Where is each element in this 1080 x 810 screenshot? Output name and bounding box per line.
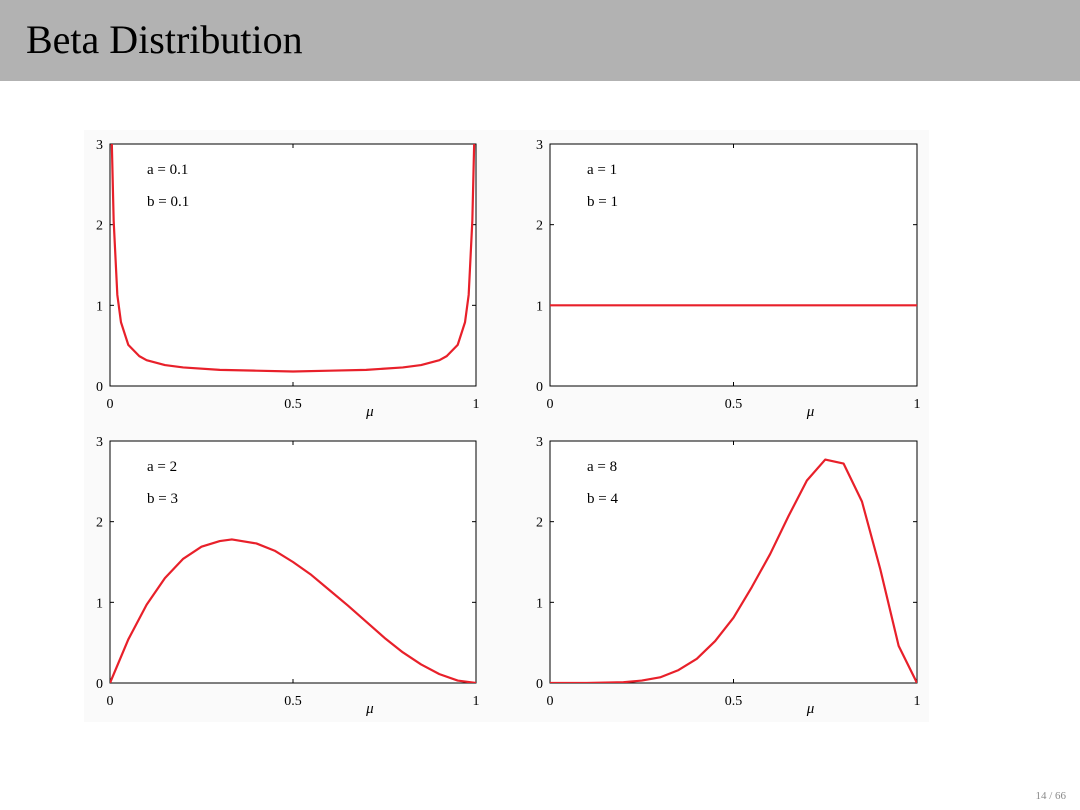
plot-frame (549, 440, 918, 684)
y-tick-label: 2 (536, 219, 543, 234)
y-tick-label: 2 (96, 219, 103, 234)
x-tick-label: 0 (547, 694, 554, 709)
y-tick-label: 1 (536, 299, 543, 314)
x-tick-label: 0 (107, 397, 114, 412)
beta-distribution-figure: 0 0.5 1 0 1 2 3 μ a = 0.1 b = 0.1 0 0.5 1 0 1 2 3 μ a = 1 b… (84, 130, 929, 722)
y-tick-label: 3 (536, 435, 543, 450)
param-b-label: b = 1 (587, 194, 618, 210)
x-axis-label: μ (365, 404, 374, 420)
plot-frame (549, 143, 918, 387)
chart-panel-1: 0 0.5 1 0 1 2 3 μ a = 0.1 b = 0.1 (96, 138, 480, 420)
x-tick-label: 0.5 (284, 694, 302, 709)
param-a-label: a = 1 (587, 162, 617, 178)
param-a-label: a = 0.1 (147, 162, 188, 178)
x-axis-label: μ (806, 404, 815, 420)
page-number: 14 / 66 (1035, 790, 1066, 802)
chart-panel-2: 0 0.5 1 0 1 2 3 μ a = 1 b = 1 (536, 138, 921, 420)
param-a-label: a = 2 (147, 459, 177, 475)
param-a-label: a = 8 (587, 459, 617, 475)
y-tick-label: 0 (96, 380, 103, 395)
param-b-label: b = 0.1 (147, 194, 189, 210)
y-tick-label: 1 (96, 299, 103, 314)
x-tick-label: 0.5 (284, 397, 302, 412)
chart-panel-4: 0 0.5 1 0 1 2 3 μ a = 8 b = 4 (536, 435, 921, 717)
x-tick-label: 1 (473, 397, 480, 412)
x-tick-label: 1 (914, 397, 921, 412)
beta-density-curve (110, 538, 476, 683)
chart-panel-3: 0 0.5 1 0 1 2 3 μ a = 2 b = 3 (96, 435, 480, 717)
y-tick-label: 0 (536, 380, 543, 395)
x-tick-label: 0.5 (725, 694, 743, 709)
plot-frame (109, 143, 477, 387)
param-b-label: b = 3 (147, 491, 178, 507)
x-tick-label: 0.5 (725, 397, 743, 412)
y-tick-label: 2 (96, 516, 103, 531)
slide-title-bar: Beta Distribution (0, 0, 1080, 81)
y-tick-label: 3 (536, 138, 543, 153)
x-tick-label: 0 (107, 694, 114, 709)
slide-title: Beta Distribution (26, 17, 303, 62)
beta-density-curve (550, 458, 917, 683)
y-tick-label: 3 (96, 435, 103, 450)
charts-svg: 0 0.5 1 0 1 2 3 μ a = 0.1 b = 0.1 0 0.5 1 0 1 2 3 μ a = 1 b… (96, 138, 921, 717)
y-tick-label: 1 (536, 596, 543, 611)
y-tick-label: 3 (96, 138, 103, 153)
x-tick-label: 0 (547, 397, 554, 412)
x-axis-label: μ (806, 701, 815, 717)
x-axis-label: μ (365, 701, 374, 717)
param-b-label: b = 4 (587, 491, 618, 507)
y-tick-label: 0 (96, 677, 103, 692)
y-tick-label: 0 (536, 677, 543, 692)
x-tick-label: 1 (473, 694, 480, 709)
y-tick-label: 2 (536, 516, 543, 531)
y-tick-label: 1 (96, 596, 103, 611)
x-tick-label: 1 (914, 694, 921, 709)
beta-density-curve (110, 144, 476, 373)
